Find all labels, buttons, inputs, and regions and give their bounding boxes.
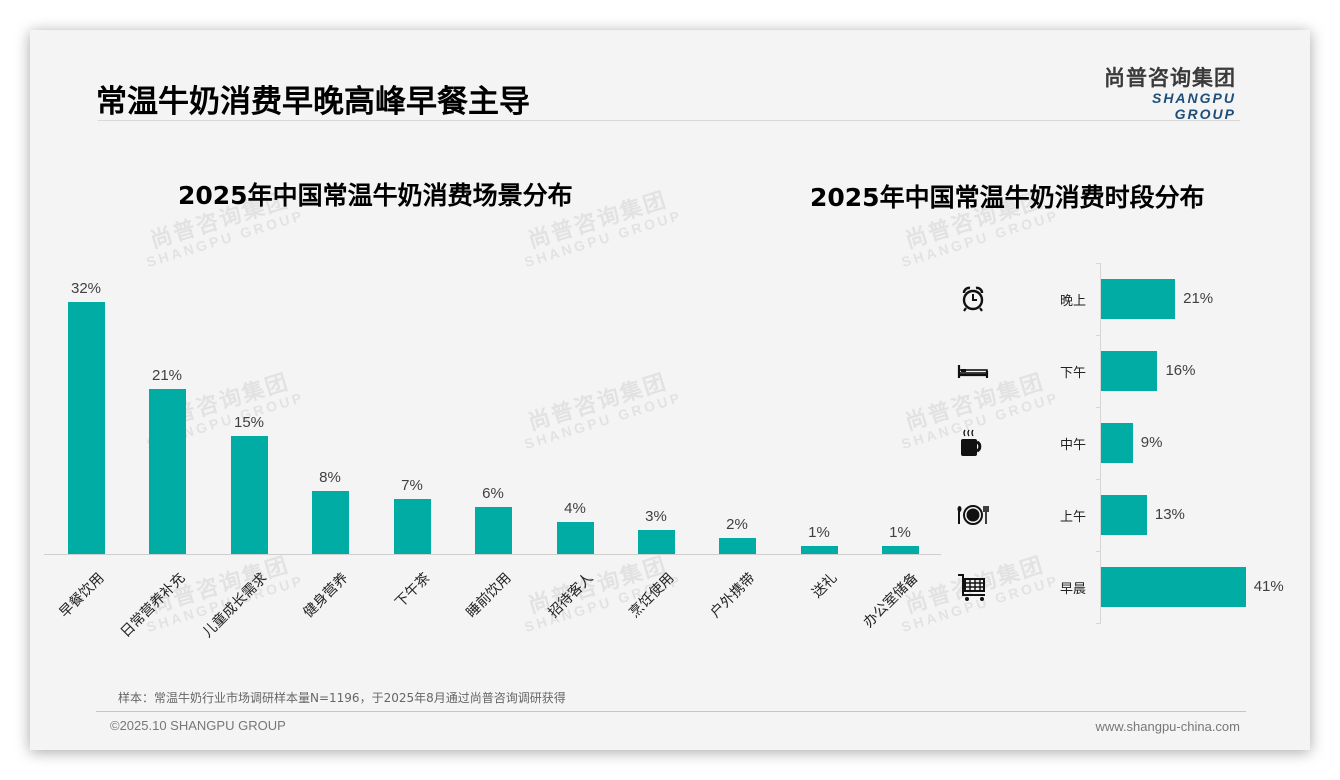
slide: 常温牛奶消费早晚高峰早餐主导 尚普咨询集团 SHANGPU GROUP 尚普咨询…: [30, 30, 1310, 750]
category-label: 烹饪使用: [626, 570, 678, 622]
category-label: 下午: [1060, 366, 1087, 381]
bar: [881, 546, 919, 554]
bar: [148, 388, 186, 554]
bar: [1101, 567, 1246, 607]
footer-copyright: ©2025.10 SHANGPU GROUP: [110, 718, 286, 733]
sample-note: 样本：常温牛奶行业市场调研样本量N=1196，于2025年8月通过尚普咨询调研获…: [118, 691, 566, 705]
axis-tick: [1096, 335, 1101, 336]
bar: [230, 435, 268, 554]
category-label: 办公室储备: [860, 570, 922, 631]
bar: [1101, 495, 1147, 535]
bar-value-label: 13%: [1154, 506, 1185, 523]
bar-value-label: 21%: [151, 366, 183, 384]
bar-value-label: 8%: [319, 468, 341, 486]
bar-value-label: 3%: [645, 508, 667, 526]
title-divider: [98, 120, 1240, 121]
bar-value-label: 32%: [70, 279, 102, 297]
bar: [1101, 279, 1176, 319]
axis-tick: [1096, 551, 1101, 552]
logo-cn-text: 尚普咨询集团: [1104, 66, 1236, 90]
scene-distribution-chart: 32% 早餐饮用 21% 日常营养补充 15% 儿童成长需求 8% 健身营养 7% 下午茶 6% 睡前…: [30, 30, 1310, 750]
hot-cup-icon: [956, 428, 990, 458]
page-title: 常温牛奶消费早晚高峰早餐主导: [96, 84, 530, 120]
footer-website: www.shangpu-china.com: [1095, 719, 1240, 734]
bar-value-label: 4%: [564, 500, 586, 518]
shopping-cart-icon: [956, 572, 990, 602]
bar: [718, 538, 756, 554]
bar-value-label: 1%: [808, 524, 830, 542]
bar-value-label: 9%: [1140, 434, 1163, 451]
axis-tick: [1096, 407, 1101, 408]
axis-tick: [1096, 479, 1101, 480]
bar: [800, 546, 838, 554]
x-axis-line: [44, 554, 941, 555]
bar: [637, 530, 675, 554]
bar: [393, 498, 431, 554]
bar-value-label: 21%: [1183, 290, 1214, 307]
category-label: 晚上: [1060, 294, 1087, 309]
plate-cutlery-icon: [956, 500, 990, 530]
category-label: 早晨: [1060, 582, 1087, 597]
company-logo: 尚普咨询集团 SHANGPU GROUP: [1086, 62, 1236, 122]
bar-value-label: 41%: [1253, 578, 1284, 595]
scene-chart-title: 2025年中国常温牛奶消费场景分布: [178, 181, 573, 210]
bar-value-label: 15%: [233, 413, 265, 431]
bar-value-label: 16%: [1165, 362, 1196, 379]
category-label: 日常营养补充: [117, 570, 189, 641]
bar: [474, 506, 512, 554]
time-chart-title: 2025年中国常温牛奶消费时段分布: [810, 183, 1205, 212]
bar: [556, 522, 594, 554]
axis-tick: [1096, 623, 1101, 624]
footer-divider: [96, 711, 1246, 712]
category-label: 中午: [1060, 438, 1087, 453]
category-label: 户外携带: [707, 570, 759, 622]
bar: [1101, 351, 1158, 391]
y-axis-line: [1100, 263, 1101, 623]
bar-value-label: 6%: [482, 484, 504, 502]
bar-value-label: 7%: [401, 476, 423, 494]
category-label: 儿童成长需求: [199, 570, 271, 641]
category-label: 健身营养: [300, 570, 352, 622]
category-label: 招待客人: [545, 570, 597, 622]
bar: [311, 490, 349, 554]
bar-value-label: 1%: [889, 524, 911, 542]
category-label: 送礼: [809, 570, 841, 602]
category-label: 睡前饮用: [463, 570, 515, 622]
bar: [1101, 423, 1133, 463]
alarm-clock-icon: [956, 284, 990, 314]
bed-icon: [956, 356, 990, 386]
axis-tick: [1096, 263, 1101, 264]
bar: [67, 301, 105, 554]
category-label: 上午: [1060, 510, 1087, 525]
category-label: 下午茶: [392, 570, 434, 612]
logo-en-text: SHANGPU GROUP: [1151, 90, 1236, 122]
bar-value-label: 2%: [726, 516, 748, 534]
category-label: 早餐饮用: [56, 570, 108, 622]
